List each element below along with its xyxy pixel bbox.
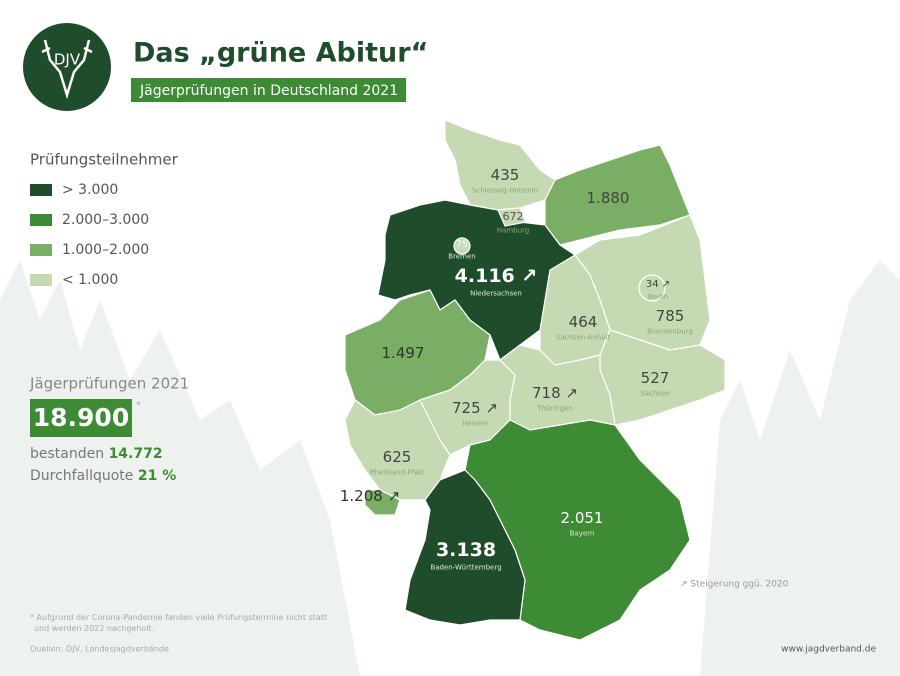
subtitle-bg — [131, 78, 406, 102]
state-value: 435 — [491, 166, 520, 184]
state-name: Brandenburg — [647, 328, 693, 336]
legend-label: > 3.000 — [62, 182, 118, 198]
trend-note: ↗ Steigerung ggü. 2020 — [680, 580, 789, 590]
total-bg — [30, 399, 132, 437]
state-value: 3.138 — [436, 539, 496, 561]
state-name: Rheinland-Pfalz — [370, 469, 425, 477]
title: Das „grüne Abitur“ — [133, 38, 428, 69]
legend-title: Prüfungsteilnehmer — [30, 151, 179, 169]
sources: Quellen: DJV, Landesjagdverbände — [30, 645, 169, 654]
legend-swatch — [30, 184, 52, 196]
legend-swatch — [30, 244, 52, 256]
state-value: 672 — [503, 210, 524, 223]
url: www.jagdverband.de — [781, 645, 876, 655]
state-name: Thüringen — [536, 405, 573, 413]
state-area — [497, 207, 527, 227]
passed-label: bestanden — [30, 446, 104, 462]
legend-label: < 1.000 — [62, 272, 118, 288]
state-area — [453, 237, 471, 255]
summary-line: Durchfallquote 21 % — [30, 468, 176, 484]
state-value: 527 — [641, 369, 670, 387]
fail-label: Durchfallquote — [30, 468, 133, 484]
state-value-number: 1.880 — [587, 189, 630, 207]
map-labels: 435 Schleswig-Holstein 672 Hamburg 1.880 Meck… — [340, 166, 693, 572]
summary-title: Jägerprüfungen 2021 — [29, 375, 189, 393]
state-name: Nordrhein-Westfalen — [367, 365, 439, 373]
state-value-number: 527 — [641, 369, 670, 387]
legend-swatch — [30, 274, 52, 286]
state-value-number: 3.138 — [436, 539, 496, 561]
state-value-number: 718 — [532, 384, 561, 402]
state-trend: ↗ — [565, 384, 578, 402]
state-name: Niedersachsen — [470, 290, 522, 298]
subtitle: Jägerprüfungen in Deutschland 2021 — [139, 83, 398, 99]
state-trend: ↗ — [485, 399, 498, 417]
logo-antlers — [41, 39, 93, 100]
legend-label: 1.000–2.000 — [62, 242, 149, 258]
state-value-number: 672 — [503, 210, 524, 223]
footnote: * Aufgrund der Corona-Pandemie fanden vi… — [30, 613, 327, 633]
state-value-number: 75 — [456, 240, 467, 250]
state-area — [404, 469, 526, 626]
state-value: 1.208 ↗ — [340, 487, 400, 505]
state-value: 75 — [456, 240, 467, 250]
logo-text: DJV — [54, 51, 81, 69]
state-name: Schleswig-Holstein — [472, 187, 538, 195]
state-value: 2.051 — [561, 509, 604, 527]
state-value-number: 1.208 — [340, 487, 383, 505]
state-value-number: 34 — [646, 279, 659, 290]
state-value: 1.880 — [587, 189, 630, 207]
state-value: 34 ↗ — [646, 279, 670, 290]
state-value-number: 435 — [491, 166, 520, 184]
legend: > 3.000 2.000–3.000 1.000–2.000 < 1.000 — [30, 182, 149, 288]
state-name: Bremen — [448, 253, 475, 261]
state-value: 1.497 — [382, 344, 425, 362]
state-value-number: 1.497 — [382, 344, 425, 362]
state-value: 785 — [656, 307, 685, 325]
legend-swatch — [30, 214, 52, 226]
total-mark: * — [136, 400, 141, 411]
passed: 14.772 — [109, 446, 163, 462]
background-trees — [0, 260, 900, 676]
state-area — [364, 489, 401, 516]
state-value-number: 625 — [383, 448, 412, 466]
state-area — [444, 119, 556, 211]
state-name: Mecklenburg-Vorpommern — [562, 210, 654, 218]
state-name: Bayern — [570, 530, 595, 538]
state-trend: ↗ — [662, 279, 670, 290]
footnote-line: und werden 2022 nachgeholt. — [34, 624, 154, 633]
state-value-number: 725 — [452, 399, 481, 417]
state-value-number: 2.051 — [561, 509, 604, 527]
state-value: 464 — [569, 313, 598, 331]
state-value-number: 785 — [656, 307, 685, 325]
state-value-number: 4.116 — [455, 265, 515, 287]
state-value: 725 ↗ — [452, 399, 498, 417]
state-area — [638, 274, 666, 302]
footnote-line: * Aufgrund der Corona-Pandemie fanden vi… — [30, 613, 327, 622]
state-value-number: 464 — [569, 313, 598, 331]
state-name: Sachsen — [640, 390, 669, 398]
state-trend: ↗ — [521, 265, 537, 287]
state-name: Sachsen-Anhalt — [556, 334, 611, 342]
state-value: 625 — [383, 448, 412, 466]
total: 18.900 — [33, 403, 129, 432]
state-trend: ↗ — [388, 487, 401, 505]
state-name: Baden-Württemberg — [430, 564, 501, 572]
legend-label: 2.000–3.000 — [62, 212, 149, 228]
state-value: 4.116 ↗ — [455, 265, 538, 287]
state-name: Hamburg — [497, 227, 529, 235]
state-value: 718 ↗ — [532, 384, 578, 402]
map — [344, 119, 726, 641]
summary-line: bestanden 14.772 — [30, 446, 163, 462]
fail-rate: 21 % — [138, 468, 176, 484]
state-name: Hessen — [462, 420, 488, 428]
state-name: Berlin — [648, 293, 668, 301]
